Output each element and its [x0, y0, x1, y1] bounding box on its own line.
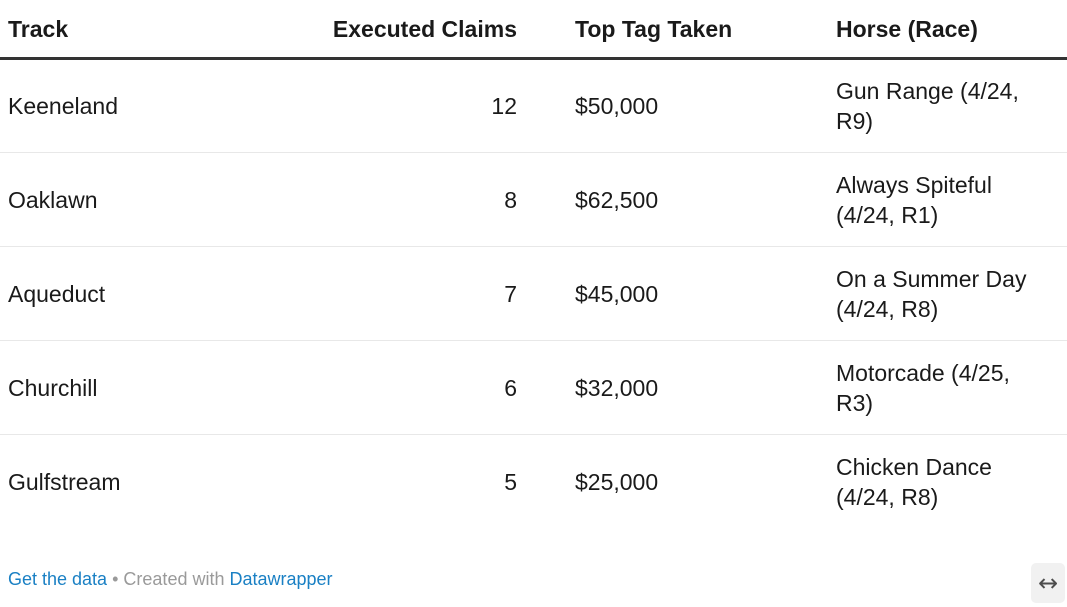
cell-top-tag-taken: $45,000	[517, 246, 836, 341]
column-header-executed-claims: Executed Claims	[309, 0, 517, 60]
header-row: Track Executed Claims Top Tag Taken Hors…	[0, 0, 1067, 60]
cell-executed-claims: 12	[309, 58, 517, 153]
cell-track: Keeneland	[0, 58, 309, 153]
column-header-top-tag-taken: Top Tag Taken	[517, 0, 836, 60]
get-the-data-link[interactable]: Get the data	[8, 569, 108, 589]
cell-executed-claims: 7	[309, 246, 517, 341]
resize-width-button[interactable]: ↔	[1031, 563, 1065, 603]
cell-horse-race: Gun Range (4/24, R9)	[836, 58, 1067, 153]
cell-track: Churchill	[0, 340, 309, 435]
cell-top-tag-taken: $32,000	[517, 340, 836, 435]
attribution-footer: Get the data • Created with Datawrapper	[8, 567, 333, 591]
cell-executed-claims: 5	[504, 468, 517, 495]
cell-horse-race: Chicken Dance (4/24, R8)	[836, 453, 992, 510]
horizontal-resize-arrow-icon: ↔	[1037, 569, 1059, 597]
table-row: Aqueduct 7 $45,000 On a Summer Day (4/24…	[0, 246, 1067, 341]
table-row: Churchill 6 $32,000 Motorcade (4/25, R3)	[0, 340, 1067, 435]
cell-top-tag-taken: $25,000	[575, 468, 659, 495]
cell-top-tag-taken: $50,000	[517, 58, 836, 153]
cell-executed-claims: 6	[309, 340, 517, 435]
column-header-track: Track	[0, 0, 309, 60]
cell-track: Aqueduct	[0, 246, 309, 341]
cell-horse-race: Motorcade (4/25, R3)	[836, 340, 1067, 435]
table-row: Gulfstream 5 $25,000 Chicken Dance (4/24…	[0, 435, 1067, 529]
cell-executed-claims: 8	[309, 152, 517, 247]
table-row: Oaklawn 8 $62,500 Always Spiteful (4/24,…	[0, 152, 1067, 247]
cell-horse-race: On a Summer Day (4/24, R8)	[836, 246, 1067, 341]
cell-horse-race: Always Spiteful (4/24, R1)	[836, 152, 1067, 247]
created-with-label: Created with	[123, 569, 225, 589]
cell-top-tag-taken: $62,500	[517, 152, 836, 247]
footer-separator: •	[112, 569, 119, 589]
cell-track: Gulfstream	[8, 468, 121, 495]
table-row: Keeneland 12 $50,000 Gun Range (4/24, R9…	[0, 58, 1067, 153]
column-header-horse-race: Horse (Race)	[836, 0, 1067, 60]
cell-track: Oaklawn	[0, 152, 309, 247]
datawrapper-link[interactable]: Datawrapper	[229, 569, 333, 589]
claims-table: Track Executed Claims Top Tag Taken Hors…	[0, 0, 1067, 529]
